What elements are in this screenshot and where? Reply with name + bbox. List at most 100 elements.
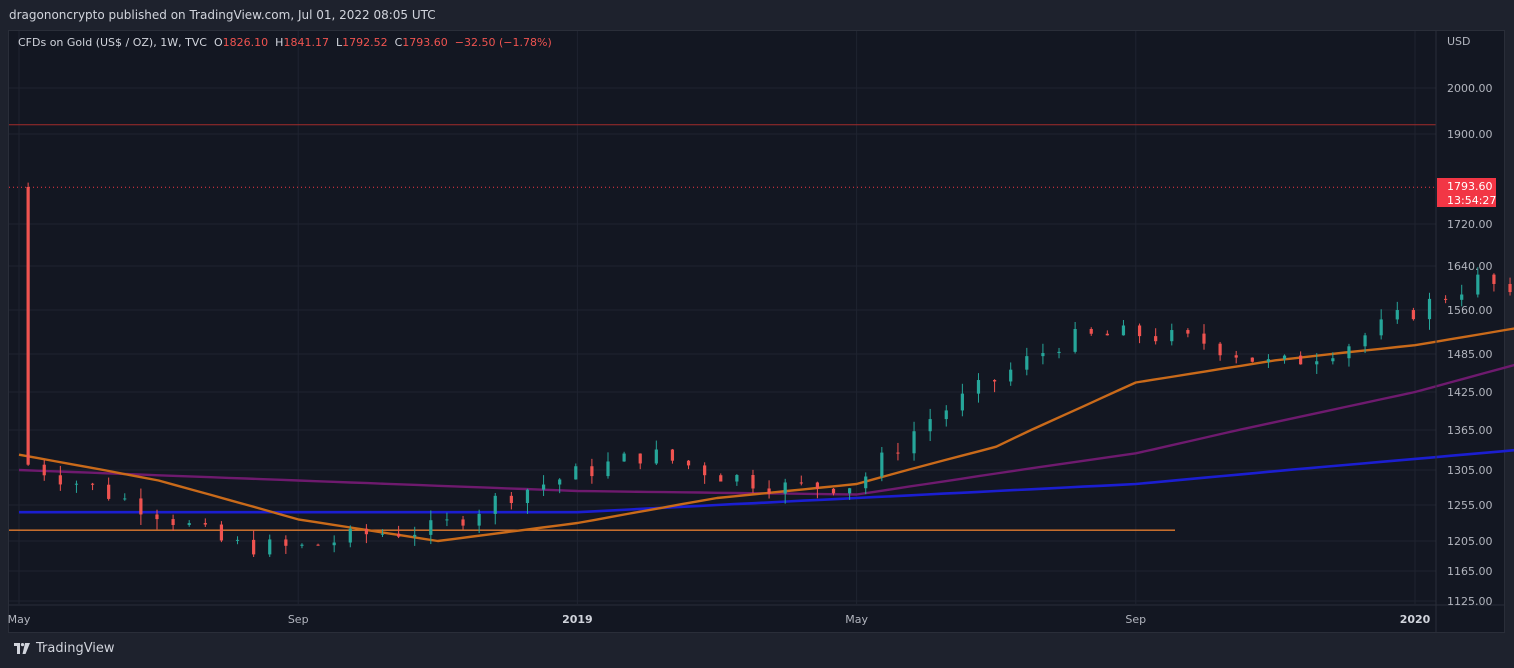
candle [1299,351,1303,365]
mid-moving-average [18,363,1514,496]
tradingview-logo-icon [14,643,30,654]
brand-name: TradingView [36,641,115,656]
long-moving-average [19,448,1514,514]
candle [107,477,111,501]
candle [1170,323,1174,346]
candle [670,448,675,464]
candle [90,482,95,491]
candle [606,452,610,479]
candle [1218,341,1222,361]
candle [139,488,143,525]
candle [123,493,127,501]
candle [284,535,288,554]
y-tick-label: 1560.00 [1447,304,1493,317]
candle [864,472,868,495]
candle [783,478,787,504]
candle [960,383,964,417]
symbol-name: CFDs on Gold (US$ / OZ), 1W, TVC [18,36,207,49]
price-axis[interactable]: USD 2000.00 1900.00 1720.00 1640.00 1560.00 1… [8,30,1514,632]
high-label: H [275,36,284,49]
candle [477,509,481,534]
candle [1492,273,1496,292]
x-tick-label: May [845,613,868,626]
price-chart[interactable]: USD 2000.00 1900.00 1720.00 1640.00 1560.00 1… [0,0,1514,640]
high-value: 1841.17 [283,36,329,49]
candle [1089,327,1093,336]
candle [413,526,417,546]
candle [541,475,546,497]
candle [1202,324,1206,350]
candle [219,521,224,543]
candle [332,535,336,553]
candle [1154,328,1158,345]
short-moving-average [18,327,1514,543]
x-tick-label: May [8,613,31,626]
close-value: 1793.60 [402,36,448,49]
candle [1266,354,1271,368]
candle [364,524,368,544]
candle [1508,277,1512,296]
x-tick-label: 2020 [1400,613,1431,626]
x-tick-label: Sep [288,613,309,626]
y-tick-label: 1425.00 [1447,386,1493,399]
publication-attribution: dragononcrypto published on TradingView.… [9,8,436,22]
x-tick-label: 2019 [562,613,593,626]
candle [1444,295,1448,304]
y-tick-label: 2000.00 [1447,82,1493,95]
candle [1460,284,1464,307]
candle [896,442,900,461]
candle [622,451,626,462]
candle [171,514,175,531]
candle [1282,354,1287,364]
low-label: L [335,36,343,49]
candle [1347,343,1351,367]
candle [316,543,320,546]
y-tick-label: 1255.00 [1447,499,1493,512]
last-price-badge [1437,178,1496,207]
chart-pane[interactable] [8,30,1505,633]
candle [1057,347,1061,359]
footer: TradingView [14,641,115,656]
close-label: C [394,36,403,49]
candle [1105,330,1109,336]
candles [26,182,1512,557]
last-price-label: 1793.60 [1447,180,1493,193]
candle [1186,328,1190,338]
candle [912,421,916,461]
candle [751,469,755,493]
candle [348,525,352,548]
y-tick-label: 1205.00 [1447,535,1493,548]
candle [703,462,707,484]
candle [380,529,385,537]
candle [831,488,836,496]
candle [1395,301,1399,324]
candle [880,447,884,482]
candle [944,405,948,427]
candle [1411,307,1415,321]
candle [235,536,240,545]
candle [735,474,739,486]
candle [525,488,530,514]
y-tick-label: 1900.00 [1447,128,1493,141]
candle [42,460,46,481]
y-tick-label: 1365.00 [1447,424,1493,437]
candle [300,543,304,549]
x-tick-label: Sep [1125,613,1146,626]
candle [719,473,723,482]
change-value: −32.50 (−1.78%) [454,36,552,49]
candle [252,530,256,557]
symbol-legend: CFDs on Gold (US$ / OZ), 1W, TVC O1826.1… [18,36,552,49]
y-tick-label: 1720.00 [1447,218,1493,231]
y-tick-label: 1305.00 [1447,464,1493,477]
candle [799,475,803,486]
candle [1250,357,1254,363]
open-value: 1826.10 [222,36,269,49]
candle [155,509,159,530]
candle [815,481,820,499]
candle [1315,353,1319,374]
candle [686,460,691,470]
candle [1121,320,1126,336]
open-label: O [214,36,223,49]
currency-label: USD [1447,35,1471,48]
candle [1009,362,1013,386]
